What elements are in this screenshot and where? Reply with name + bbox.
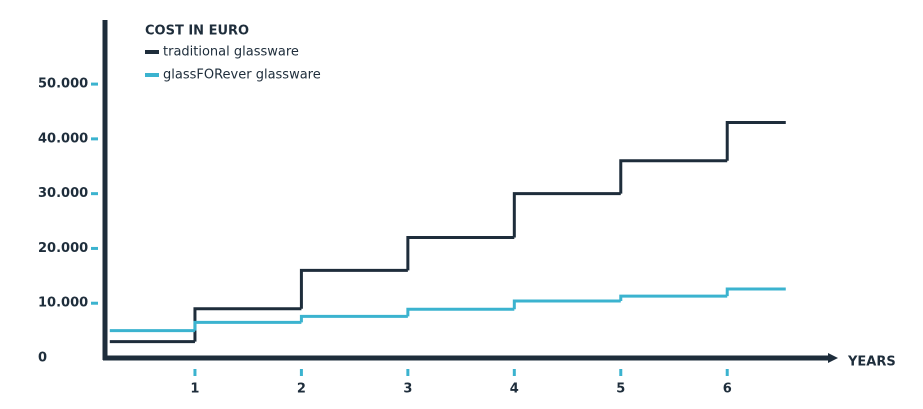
legend-label: glassFORever glassware — [163, 68, 321, 83]
x-tick-label: 3 — [403, 382, 412, 397]
y-tick-label: 0 — [38, 351, 47, 366]
y-tick-label: 40.000 — [38, 131, 88, 146]
step-segment — [406, 235, 515, 271]
step-segment — [299, 314, 408, 323]
step-segment — [512, 192, 621, 238]
y-tick-label: 50.000 — [38, 77, 88, 92]
legend-label: traditional glassware — [163, 45, 299, 60]
step-segment — [619, 294, 728, 302]
x-tick-label: 2 — [297, 382, 306, 397]
x-tick-label: 5 — [616, 382, 625, 397]
step-segment — [406, 307, 515, 317]
chart-title: COST IN EURO — [145, 24, 249, 39]
step-segment — [193, 320, 302, 331]
step-segment — [193, 307, 302, 342]
step-segment — [725, 120, 786, 161]
y-tick-label: 10.000 — [38, 296, 88, 311]
step-segment — [512, 299, 621, 310]
y-tick-label: 20.000 — [38, 241, 88, 256]
x-axis-label: YEARS — [847, 355, 896, 370]
step-segment — [299, 268, 408, 309]
x-axis-arrow — [828, 353, 838, 363]
x-tick-label: 4 — [510, 382, 519, 397]
step-segment — [725, 287, 786, 297]
x-tick-label: 1 — [190, 382, 199, 397]
y-tick-label: 30.000 — [38, 186, 88, 201]
step-segment — [619, 159, 728, 194]
x-tick-label: 6 — [723, 382, 732, 397]
